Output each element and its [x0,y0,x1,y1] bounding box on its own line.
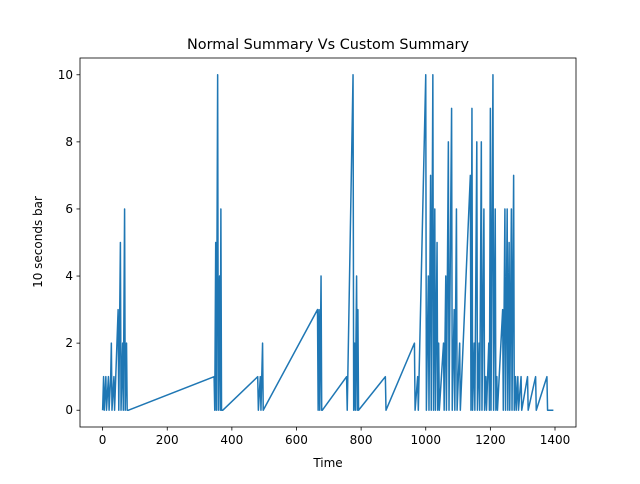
y-tick-label: 8 [65,135,73,149]
x-tick-label: 1400 [540,433,571,447]
y-tick-label: 4 [65,269,73,283]
x-tick-label: 1000 [410,433,441,447]
y-tick-label: 10 [58,68,73,82]
x-tick-label: 400 [220,433,243,447]
x-tick-label: 800 [350,433,373,447]
y-tick-label: 6 [65,202,73,216]
y-tick-label: 2 [65,336,73,350]
chart-title: Normal Summary Vs Custom Summary [187,37,469,53]
x-tick-label: 1200 [475,433,506,447]
x-tick-label: 0 [99,433,107,447]
y-tick-label: 0 [65,403,73,417]
plot-frame [79,57,577,428]
x-tick-label: 600 [285,433,308,447]
y-axis-label: 10 seconds bar [31,196,45,288]
data-line [101,74,554,411]
x-axis-label: Time [312,456,342,470]
x-tick-label: 200 [156,433,179,447]
